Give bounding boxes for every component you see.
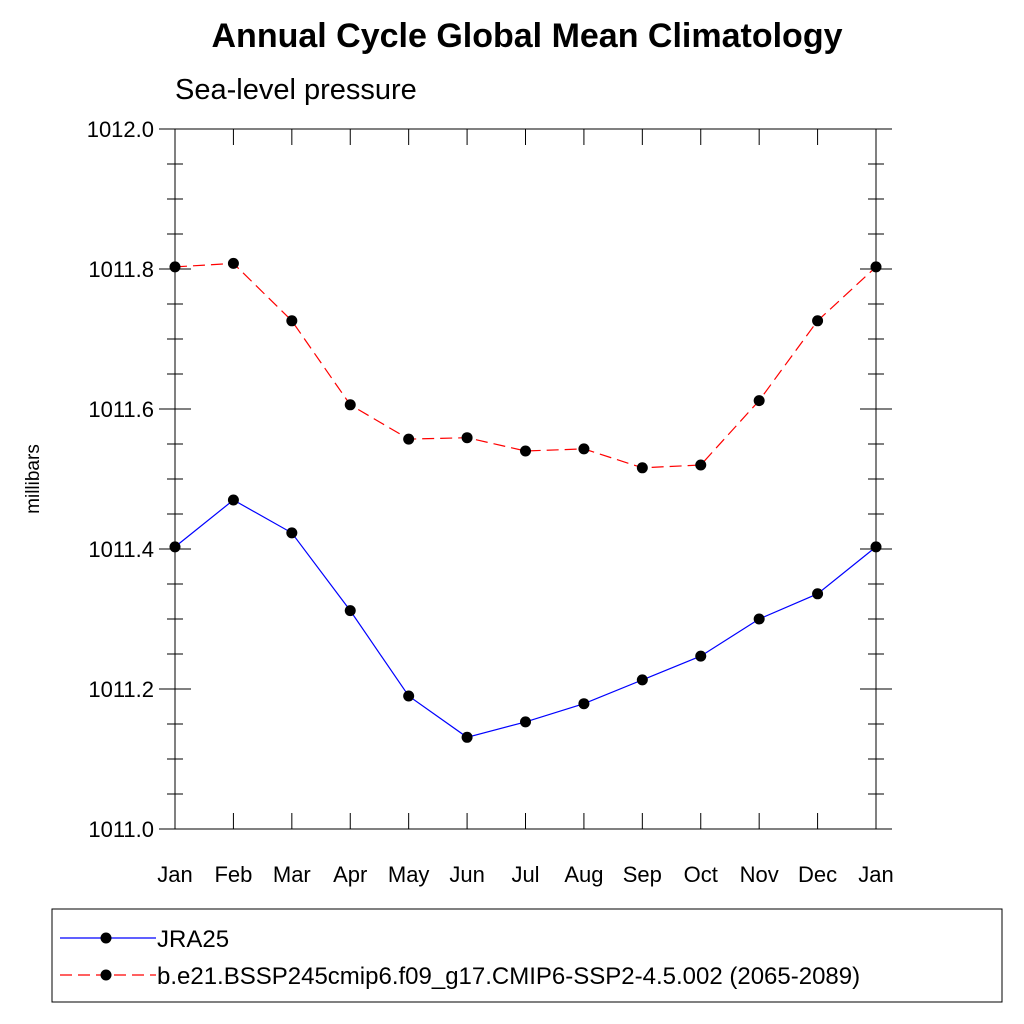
chart-title: Annual Cycle Global Mean Climatology [212,17,843,55]
y-tick-label: 1011.4 [88,537,154,562]
legend: JRA25 b.e21.BSSP245cmip6.f09_g17.CMIP6-SS… [51,908,1003,1003]
series-2-point [520,445,531,457]
series-2-point [578,443,590,455]
series-2-point [636,462,648,474]
series-2-point [461,432,473,444]
x-tick-label: May [388,862,430,887]
x-tick-label: Jun [449,862,484,887]
legend-marker-1 [100,932,112,944]
x-tick-label: Feb [214,862,252,887]
x-tick-label: Nov [740,862,779,887]
x-tick-label: Oct [684,862,718,887]
y-tick-label: 1012.0 [87,117,154,142]
series-1-point [227,494,239,506]
series-2-point [344,399,356,411]
legend-box [51,908,1003,1003]
axis-ticks [159,128,892,830]
series-1-point [812,588,824,600]
x-tick-label: Aug [564,862,603,887]
y-tick-label: 1011.0 [88,817,154,842]
x-tick-label: Dec [798,862,837,887]
series-2-point [812,315,824,327]
x-tick-label: Mar [273,862,311,887]
chart-subtitle: Sea-level pressure [175,74,417,106]
legend-label-1: JRA25 [157,926,229,953]
series-1-point [636,674,648,686]
plot-frame [174,128,877,830]
series-2-point [695,459,707,471]
x-tick-label: Sep [623,862,662,887]
series-2-point [286,315,298,327]
x-tick-label: Jul [511,862,539,887]
series-2-point [227,257,239,269]
y-tick-label: 1011.8 [88,257,154,282]
series-1-point [578,698,590,710]
series-2-point [403,433,415,445]
x-tick-label: Jan [858,862,893,887]
series-layer [169,257,882,743]
legend-items: JRA25 b.e21.BSSP245cmip6.f09_g17.CMIP6-SS… [60,926,860,990]
legend-marker-2 [100,969,112,981]
y-tick-label: 1011.2 [88,677,154,702]
series-1-point [753,613,765,625]
tick-labels: Jan Feb Mar Apr May Jun Jul Aug Sep Oct Nov Dec Jan1… [87,117,894,887]
series-2-point [753,395,765,407]
y-tick-label: 1011.6 [88,397,154,422]
series-1-point [286,527,298,539]
series-1-point [344,605,356,617]
series-1-point [403,690,415,702]
x-tick-label: Jan [157,862,192,887]
series-1-point [695,650,707,662]
series-1-point [461,731,473,743]
legend-label-2: b.e21.BSSP245cmip6.f09_g17.CMIP6-SSP2-4.… [157,963,860,990]
x-tick-label: Apr [333,862,367,887]
y-axis-label: millibars [23,444,44,514]
series-line-1 [174,499,877,738]
series-line-2 [174,262,877,469]
series-1-point [520,716,531,728]
